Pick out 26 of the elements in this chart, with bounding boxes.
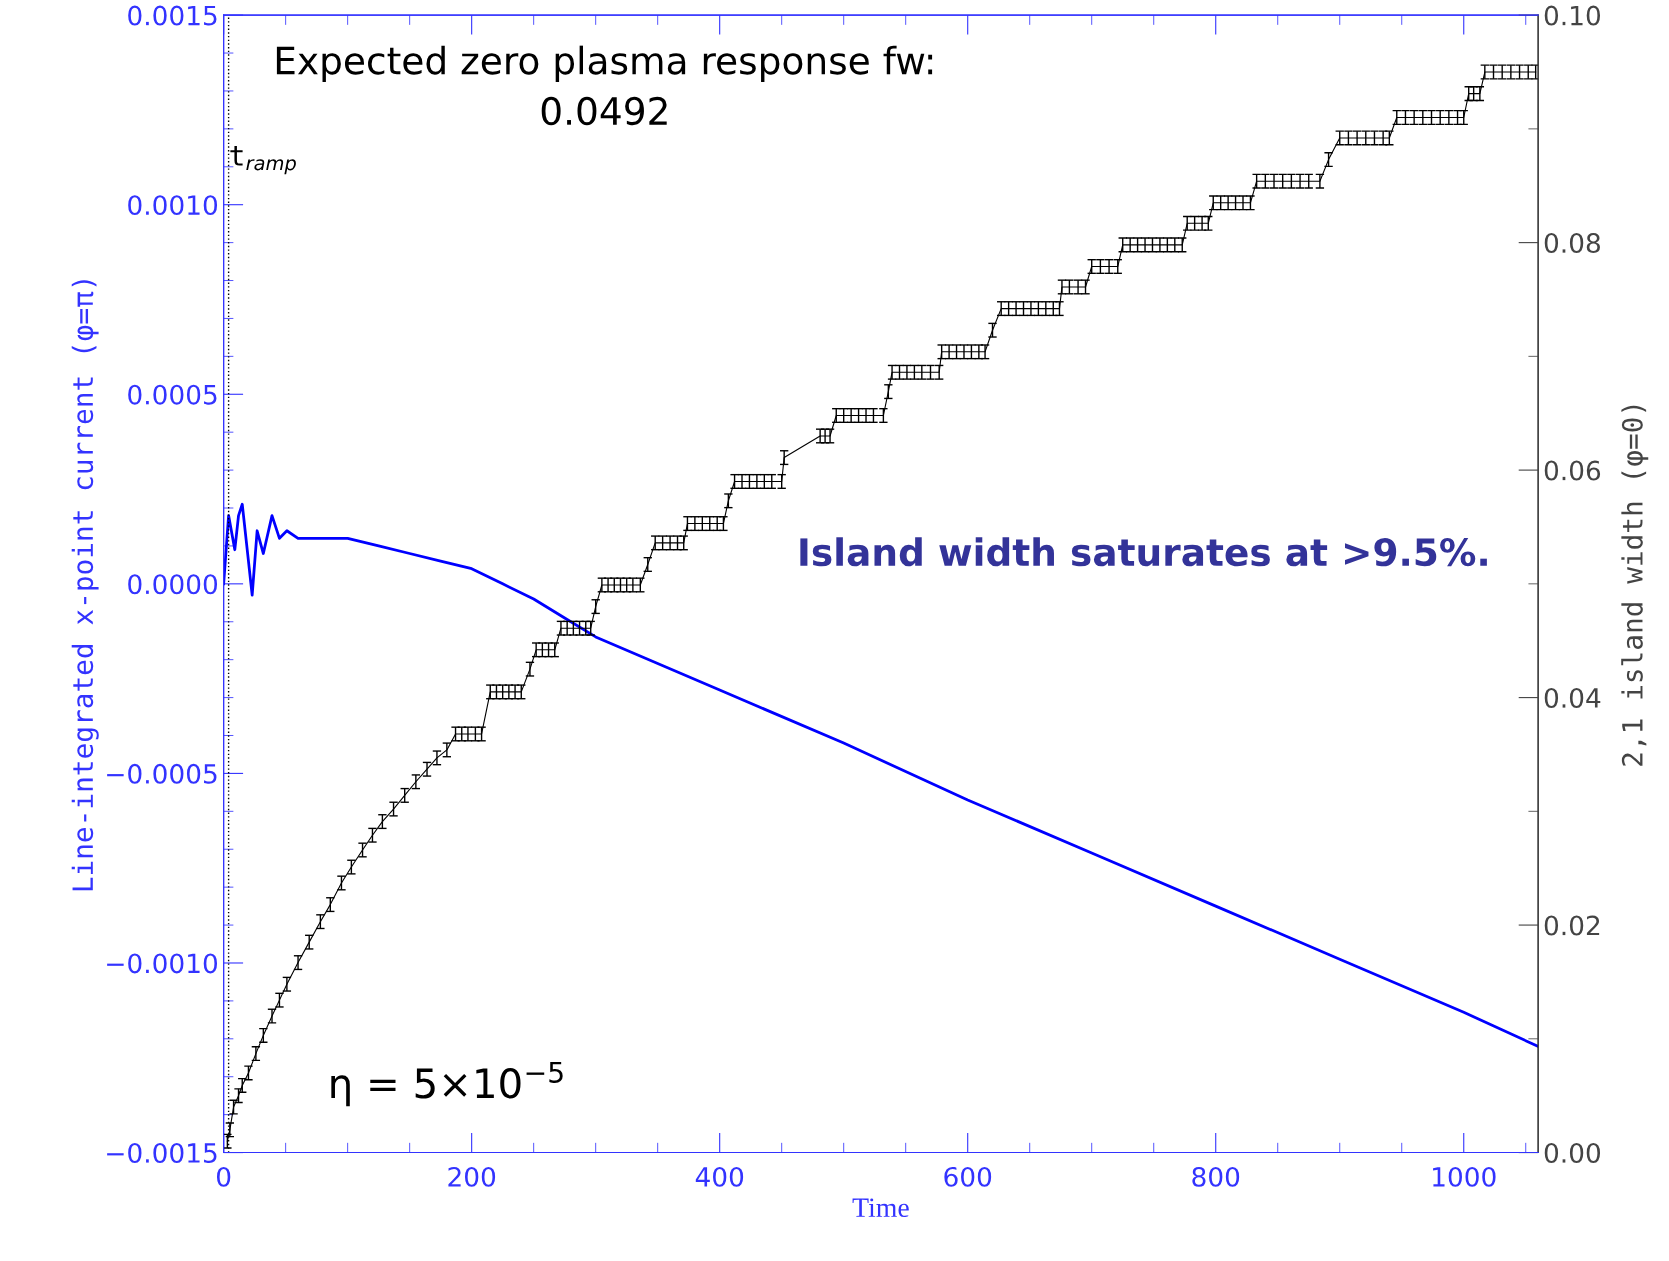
y2-tick-label: 0.06	[1544, 460, 1601, 481]
y2-tick-label: 0.08	[1544, 233, 1600, 254]
x-axis-title: Time	[852, 1198, 909, 1218]
y2-tick-label: 0.10	[1544, 5, 1601, 26]
x-tick-label: 0	[216, 1166, 231, 1187]
annotation: η = 5×10$^{−5}$	[331, 1061, 563, 1107]
y-tick-label: −0.0005	[107, 763, 217, 784]
y2-tick-label: 0.02	[1544, 915, 1600, 936]
y-tick-label: 0.0005	[128, 384, 217, 405]
y2-axis-title: 2,1 island width (φ=0)	[1621, 405, 1649, 766]
y2-tick-label: 0.00	[1544, 1142, 1601, 1163]
ref-line-label: t$_{ramp}$	[230, 146, 296, 175]
annotation: Expected zero plasma response fw: 0.0492	[276, 45, 933, 126]
y-tick-label: 0.0015	[128, 5, 217, 26]
y-axis-title: Line-integrated x-point current (φ=π)	[71, 280, 99, 891]
y-tick-label: −0.0015	[107, 1142, 217, 1163]
x-tick-label: 1000	[1433, 1166, 1496, 1187]
y-tick-label: 0.0000	[128, 574, 218, 595]
x-tick-label: 200	[448, 1166, 496, 1187]
y-tick-label: −0.0010	[107, 953, 218, 974]
y2-tick-label: 0.04	[1544, 688, 1601, 708]
x-tick-label: 400	[695, 1166, 744, 1187]
y-tick-label: 0.0010	[128, 195, 218, 216]
annotation: Island width saturates at >9.5%.	[800, 537, 1487, 567]
x-tick-label: 600	[944, 1166, 992, 1187]
x-tick-label: 800	[1192, 1166, 1240, 1187]
